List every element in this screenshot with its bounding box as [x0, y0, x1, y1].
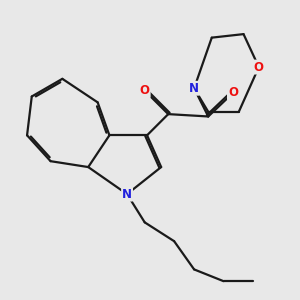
- Text: O: O: [254, 61, 264, 74]
- Text: O: O: [140, 84, 150, 97]
- Text: N: N: [122, 188, 132, 201]
- Text: O: O: [228, 86, 238, 99]
- Text: N: N: [189, 82, 199, 95]
